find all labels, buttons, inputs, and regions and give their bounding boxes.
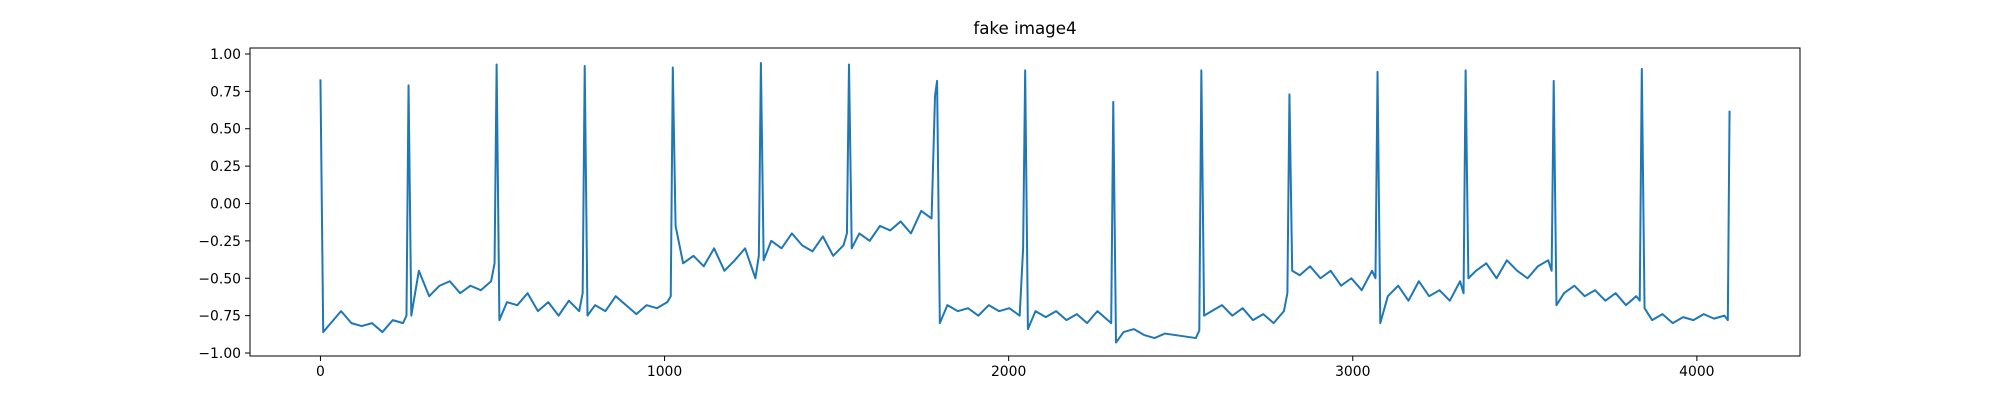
y-tick-label: −0.50 [198,271,241,287]
y-tick-label: 1.00 [210,47,241,63]
y-tick-label: 0.75 [210,84,241,100]
y-tick-label: −1.00 [198,346,241,362]
plot-frame [249,47,1801,357]
x-tick-label: 2000 [991,364,1026,380]
y-tick-label: 0.50 [210,122,241,138]
y-tick-label: 0.25 [210,159,241,175]
x-tick-label: 1000 [647,364,682,380]
data-line [319,61,1731,344]
x-tick-label: 3000 [1335,364,1370,380]
y-tick-label: −0.75 [198,309,241,325]
x-tick-label: 4000 [1679,364,1714,380]
x-tick-label: 0 [316,364,325,380]
y-tick-label: 0.00 [210,196,241,212]
chart-title: fake image4 [973,18,1076,38]
y-tick-label: −0.25 [198,234,241,250]
